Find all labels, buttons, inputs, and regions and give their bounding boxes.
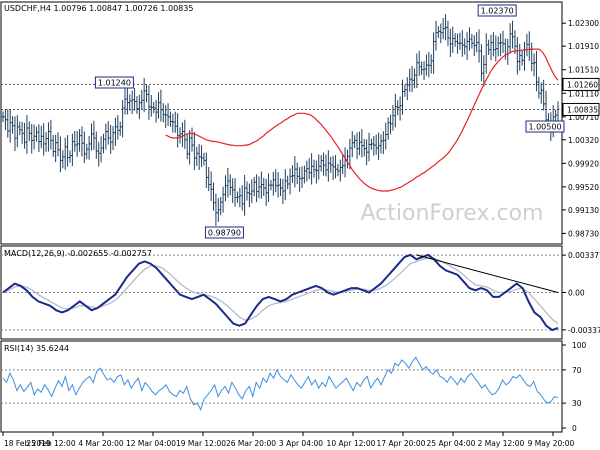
macd-y-tick-label: 0.00 xyxy=(568,289,585,298)
x-axis-tick-label: 18 Feb 2019 xyxy=(4,439,51,448)
price-bars xyxy=(1,14,560,226)
rsi-y-tick-label: 0 xyxy=(572,424,577,433)
rsi-line xyxy=(2,356,559,411)
annotation-box xyxy=(525,120,565,133)
macd-line xyxy=(2,253,559,332)
price-y-tick-label: 1.02300 xyxy=(568,19,599,28)
price-level-label: 1.00835 xyxy=(567,105,598,114)
price-y-tick-label: 1.01510 xyxy=(568,66,599,75)
price-level-label: 1.01260 xyxy=(567,80,598,89)
annotation-box xyxy=(204,226,244,239)
x-axis-tick-label: 10 Apr 12:00 xyxy=(327,439,376,448)
x-axis-tick-label: 2 May 12:00 xyxy=(478,439,525,448)
rsi-y-tick-label: 100 xyxy=(572,341,587,350)
macd-y-tick-label: -0.003373 xyxy=(568,326,600,335)
annotation-label: 1.01240 xyxy=(98,79,131,88)
price-y-tick-label: 1.00710 xyxy=(568,113,599,122)
x-axis-tick-label: 4 Mar 20:00 xyxy=(78,439,124,448)
price-y-tick-label: 1.01110 xyxy=(568,89,599,98)
x-axis-tick-label: 12 Mar 04:00 xyxy=(126,439,176,448)
rsi-y-tick-label: 70 xyxy=(572,366,582,375)
price-level-box xyxy=(562,102,600,116)
price-y-tick-label: 1.01910 xyxy=(568,42,599,51)
price-y-tick-label: 1.00320 xyxy=(568,136,599,145)
macd-signal-line xyxy=(2,257,559,325)
x-axis-tick-label: 17 Apr 20:00 xyxy=(377,439,426,448)
macd-y-tick-label: 0.003377 xyxy=(568,251,600,260)
x-axis-tick-label: 26 Mar 20:00 xyxy=(226,439,276,448)
x-axis-tick-label: 9 May 20:00 xyxy=(528,439,575,448)
macd-panel-title: MACD(12,26,9) -0.002655 -0.002757 xyxy=(4,249,152,258)
rsi-panel-title: RSI(14) 35.6244 xyxy=(4,344,69,353)
rsi-y-tick-label: 30 xyxy=(572,399,582,408)
x-axis-tick-label: 3 Apr 04:00 xyxy=(279,439,323,448)
watermark-text: ActionForex.com xyxy=(361,201,544,226)
price-y-tick-label: 0.99520 xyxy=(568,183,599,192)
x-axis-tick-label: 19 Mar 12:00 xyxy=(176,439,226,448)
annotation-label: 1.00500 xyxy=(528,123,561,132)
annotation-box xyxy=(477,4,517,17)
annotation-label: 1.02370 xyxy=(481,7,514,16)
price-y-tick-label: 0.99130 xyxy=(568,206,599,215)
annotation-box xyxy=(94,76,134,89)
panel-frame-3 xyxy=(0,340,563,433)
price-level-box xyxy=(562,77,600,91)
price-y-tick-label: 0.98730 xyxy=(568,229,599,238)
x-axis-tick-label: 25 Apr 04:00 xyxy=(427,439,476,448)
moving-average-line xyxy=(165,48,559,192)
annotation-label: 0.98790 xyxy=(208,229,241,238)
macd-trendline xyxy=(416,254,559,293)
price-panel-title: USDCHF,H4 1.00796 1.00847 1.00726 1.0083… xyxy=(4,4,193,13)
price-y-tick-label: 0.99920 xyxy=(568,159,599,168)
x-axis-tick-label: 25 Feb 12:00 xyxy=(26,439,75,448)
